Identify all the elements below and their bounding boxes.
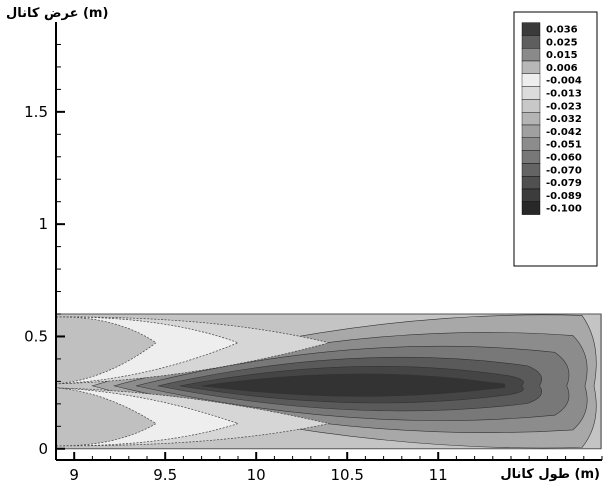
legend-label: 0.015 bbox=[546, 50, 578, 61]
legend-swatch bbox=[521, 150, 541, 164]
legend-label: -0.060 bbox=[546, 153, 582, 164]
legend-label: -0.089 bbox=[546, 191, 582, 202]
x-tick-label: 9 bbox=[69, 466, 79, 484]
legend-swatch bbox=[521, 60, 541, 75]
x-tick-label: 11 bbox=[429, 466, 448, 484]
y-tick-label: 0 bbox=[38, 440, 48, 458]
x-tick-label: 9.5 bbox=[153, 466, 177, 484]
x-axis-label: طول کانال (m) bbox=[500, 467, 600, 482]
legend-label: -0.032 bbox=[546, 114, 582, 125]
legend-swatch bbox=[521, 124, 541, 139]
light-lobe-lower bbox=[55, 387, 157, 447]
legend-label: -0.004 bbox=[546, 76, 582, 87]
legend-swatch bbox=[521, 99, 541, 113]
legend-swatch bbox=[521, 201, 541, 215]
legend-label: 0.006 bbox=[546, 63, 578, 74]
legend-swatch bbox=[521, 86, 541, 100]
legend-label: 0.036 bbox=[546, 25, 578, 36]
legend-label: -0.070 bbox=[546, 165, 582, 176]
legend-label: -0.100 bbox=[546, 204, 582, 215]
legend-label: -0.042 bbox=[546, 127, 582, 138]
legend-swatch bbox=[521, 73, 541, 87]
legend-label: -0.051 bbox=[546, 140, 582, 151]
legend-swatch bbox=[521, 48, 541, 62]
y-axis-label: عرض کانال (m) bbox=[6, 6, 108, 21]
legend-swatch bbox=[521, 163, 541, 177]
x-tick-label: 10 bbox=[247, 466, 266, 484]
contour-band bbox=[201, 373, 506, 397]
axis-ticks: 9 9.5 10 10.5 11 0 0.5 1 1.5 bbox=[24, 43, 603, 484]
light-lobe-upper bbox=[55, 316, 157, 385]
y-tick-label: 1.5 bbox=[24, 103, 48, 121]
legend-label: -0.079 bbox=[546, 178, 582, 189]
legend-swatch bbox=[521, 35, 541, 49]
y-tick-label: 1 bbox=[38, 215, 48, 233]
legend-swatch bbox=[521, 111, 541, 126]
legend-swatch bbox=[521, 22, 541, 36]
legend-swatch bbox=[521, 137, 541, 151]
legend-label: -0.013 bbox=[546, 89, 582, 100]
legend-label: 0.025 bbox=[546, 37, 578, 48]
legend-swatch bbox=[521, 175, 541, 190]
legend-label: -0.023 bbox=[546, 101, 582, 112]
legend-swatch bbox=[521, 188, 541, 203]
x-tick-label: 10.5 bbox=[330, 466, 363, 484]
contour-field bbox=[55, 313, 602, 450]
y-tick-label: 0.5 bbox=[24, 327, 48, 345]
